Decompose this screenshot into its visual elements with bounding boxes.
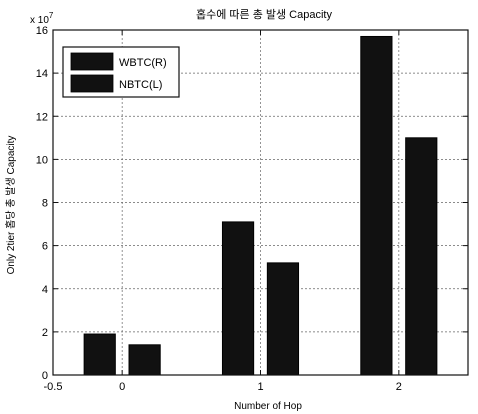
bar-wbtc-r--hop-2 (360, 35, 393, 376)
x-tick-label-0: -0.5 (44, 381, 63, 393)
bar-nbtc-l--hop-1 (266, 262, 300, 376)
y-axis-multiplier: x 107 (30, 11, 54, 26)
y-tick-label-4: 8 (42, 198, 48, 210)
legend-swatch-0 (70, 52, 114, 71)
y-tick-label-1: 2 (42, 327, 48, 339)
bar-wbtc-r--hop-0 (83, 333, 116, 376)
y-tick-label-5: 10 (36, 154, 48, 166)
legend-label-1: NBTC(L) (119, 79, 162, 91)
y-tick-label-0: 0 (42, 370, 48, 382)
y-tick-label-2: 4 (42, 284, 48, 296)
bar-nbtc-l--hop-0 (128, 344, 161, 376)
legend-swatch-1 (70, 74, 114, 93)
x-tick-label-1: 0 (119, 381, 125, 393)
y-tick-label-7: 14 (36, 68, 48, 80)
chart-title: 홉수에 따른 총 발생 Capacity (196, 7, 332, 21)
bar-wbtc-r--hop-1 (221, 221, 255, 376)
y-tick-label-6: 12 (36, 111, 48, 123)
legend-label-0: WBTC(R) (119, 57, 167, 69)
y-tick-label-3: 6 (42, 241, 48, 253)
y-tick-label-8: 16 (36, 25, 48, 37)
y-axis-label: Only 2tier 홉당 총 발생 Capacity (4, 136, 17, 275)
x-axis-label: Number of Hop (234, 401, 302, 412)
x-tick-label-2: 1 (257, 381, 263, 393)
x-tick-label-3: 2 (396, 381, 402, 393)
bar-nbtc-l--hop-2 (405, 137, 438, 376)
